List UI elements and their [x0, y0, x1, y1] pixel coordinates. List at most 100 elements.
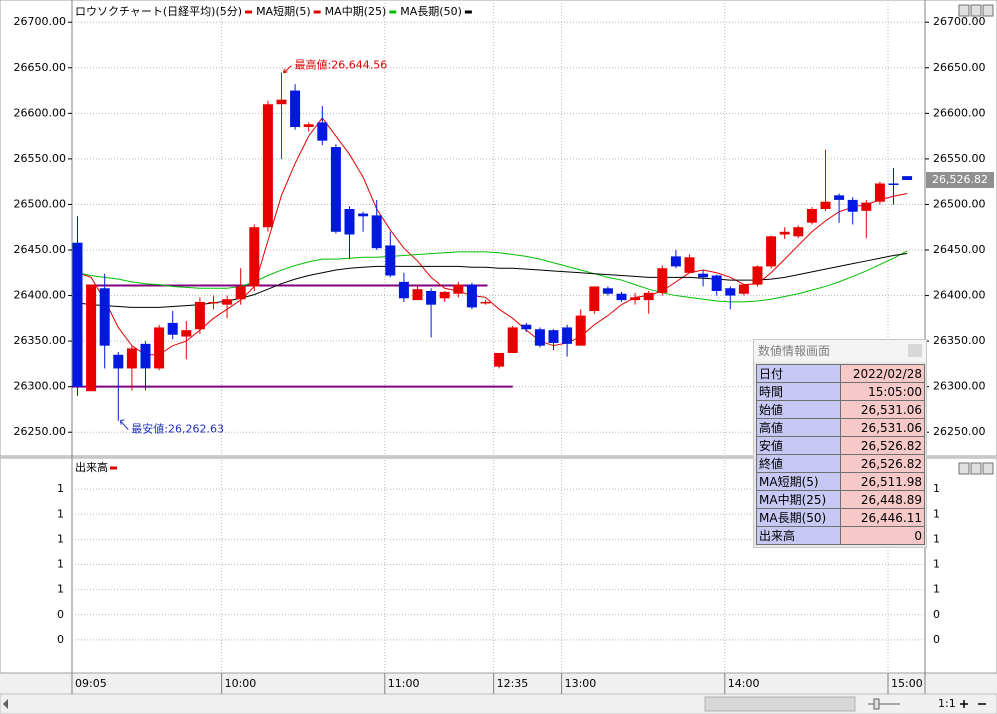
- info-label: 時間: [756, 382, 841, 401]
- info-row: MA長期(50) 26,446.11: [756, 508, 925, 527]
- candle-body: [154, 327, 165, 369]
- info-label: 出来高: [756, 526, 841, 545]
- info-table: 日付 2022/02/28 時間 15:05:00 始値 26,531.06 高値 26,53…: [756, 364, 925, 545]
- info-title: 数値情報画面: [758, 344, 831, 358]
- info-label: MA中期(25): [756, 490, 841, 509]
- last-price-box: [926, 172, 994, 189]
- y-tick-label: 26300.00: [14, 380, 67, 393]
- button[interactable]: [970, 462, 982, 475]
- candle-body: [140, 343, 151, 369]
- candle-body: [426, 291, 437, 305]
- candle-body: [72, 242, 83, 387]
- info-row: 日付 2022/02/28: [756, 364, 925, 383]
- button[interactable]: [982, 462, 994, 475]
- candle-body: [630, 297, 641, 301]
- y-tick-label-right: 0: [933, 633, 940, 646]
- zoom-in[interactable]: [960, 700, 968, 708]
- button[interactable]: [982, 4, 994, 17]
- button[interactable]: [970, 4, 982, 17]
- y-tick-label-right: 26400.00: [933, 289, 986, 302]
- candle-body: [208, 301, 219, 304]
- x-tick-label: 11:00: [388, 677, 420, 690]
- candle-body: [521, 324, 532, 330]
- scroll-left[interactable]: [3, 699, 8, 709]
- info-row: 終値 26,526.82: [756, 454, 925, 473]
- x-tick-label: 12:35: [497, 677, 529, 690]
- window-buttons[interactable]: [958, 4, 994, 475]
- y-tick-label: 26700.00: [14, 15, 67, 28]
- candle-body: [385, 245, 396, 276]
- x-tick-label: 09:05: [75, 677, 107, 690]
- info-value: 26,531.06: [840, 400, 925, 419]
- y-tick-label: 1: [57, 532, 64, 545]
- y-tick-label-right: 26500.00: [933, 197, 986, 210]
- candle-body: [548, 330, 559, 343]
- info-value: 26,531.06: [840, 418, 925, 437]
- info-value: 26,511.98: [840, 472, 925, 491]
- candle-body: [534, 329, 545, 346]
- info-row: MA短期(5) 26,511.98: [756, 472, 925, 491]
- candle-body: [371, 215, 382, 249]
- candle-body: [575, 315, 586, 346]
- ma-line: [77, 250, 908, 303]
- info-row: 高値 26,531.06: [756, 418, 925, 437]
- y-tick-label-right: 26700.00: [933, 15, 986, 28]
- legend-label: MA中期(25): [325, 5, 387, 18]
- candle-body: [874, 183, 885, 202]
- candle-body: [480, 301, 491, 304]
- y-tick-label: 0: [57, 633, 64, 646]
- x-tick-label: 15:00: [891, 677, 923, 690]
- legend-label: MA長期(50): [400, 5, 462, 18]
- info-row: 時間 15:05:00: [756, 382, 925, 401]
- candle-body: [820, 201, 831, 209]
- legend-title: ロウソクチャート(日経平均)(5分): [75, 5, 242, 18]
- info-value: 2022/02/28: [840, 364, 925, 383]
- candle-body: [562, 327, 573, 344]
- candle-body: [99, 288, 110, 346]
- y-tick-label: 26350.00: [14, 334, 67, 347]
- candle-body: [711, 275, 722, 291]
- info-label: 終値: [756, 454, 841, 473]
- info-value: 26,448.89: [840, 490, 925, 509]
- candle-body: [806, 209, 817, 223]
- y-tick-label: 26250.00: [14, 425, 67, 438]
- info-value: 26,526.82: [840, 454, 925, 473]
- candle-body: [113, 354, 124, 369]
- y-tick-label: 1: [57, 482, 64, 495]
- candle-body: [249, 227, 260, 287]
- y-tick-label-right: 26450.00: [933, 243, 986, 256]
- last-price-label: 26,526.82: [932, 173, 988, 186]
- candle-body: [222, 299, 233, 305]
- candle-body: [439, 291, 450, 299]
- annotation-label: 最安値:26,262.63: [131, 422, 224, 436]
- close-button[interactable]: [908, 344, 922, 357]
- candle-body: [507, 327, 518, 353]
- info-label: 日付: [756, 364, 841, 383]
- candle-body: [779, 231, 790, 235]
- candle-body: [126, 348, 137, 369]
- info-label: 安値: [756, 436, 841, 455]
- y-tick-label-right: 1: [933, 558, 940, 571]
- y-tick-label-right: 1: [933, 583, 940, 596]
- zoom-handle[interactable]: [873, 698, 880, 710]
- candle-body: [766, 236, 777, 267]
- candle-body: [725, 288, 736, 296]
- candle-body: [616, 293, 627, 301]
- candle-body: [738, 284, 749, 294]
- candle-body: [262, 104, 273, 228]
- candle-body: [303, 124, 314, 127]
- candle-body: [494, 352, 505, 367]
- x-tick-label: 13:00: [565, 677, 597, 690]
- candle-body: [847, 199, 858, 212]
- y-tick-label: 26550.00: [14, 152, 67, 165]
- y-tick-label: 26650.00: [14, 61, 67, 74]
- candle-body: [684, 257, 695, 273]
- info-value: 15:05:00: [840, 382, 925, 401]
- button[interactable]: [958, 462, 970, 475]
- button[interactable]: [958, 4, 970, 17]
- candle-body: [167, 322, 178, 335]
- candle-body: [657, 268, 668, 293]
- scroll-thumb[interactable]: [704, 696, 856, 712]
- zoom-label: 1:1: [938, 697, 956, 710]
